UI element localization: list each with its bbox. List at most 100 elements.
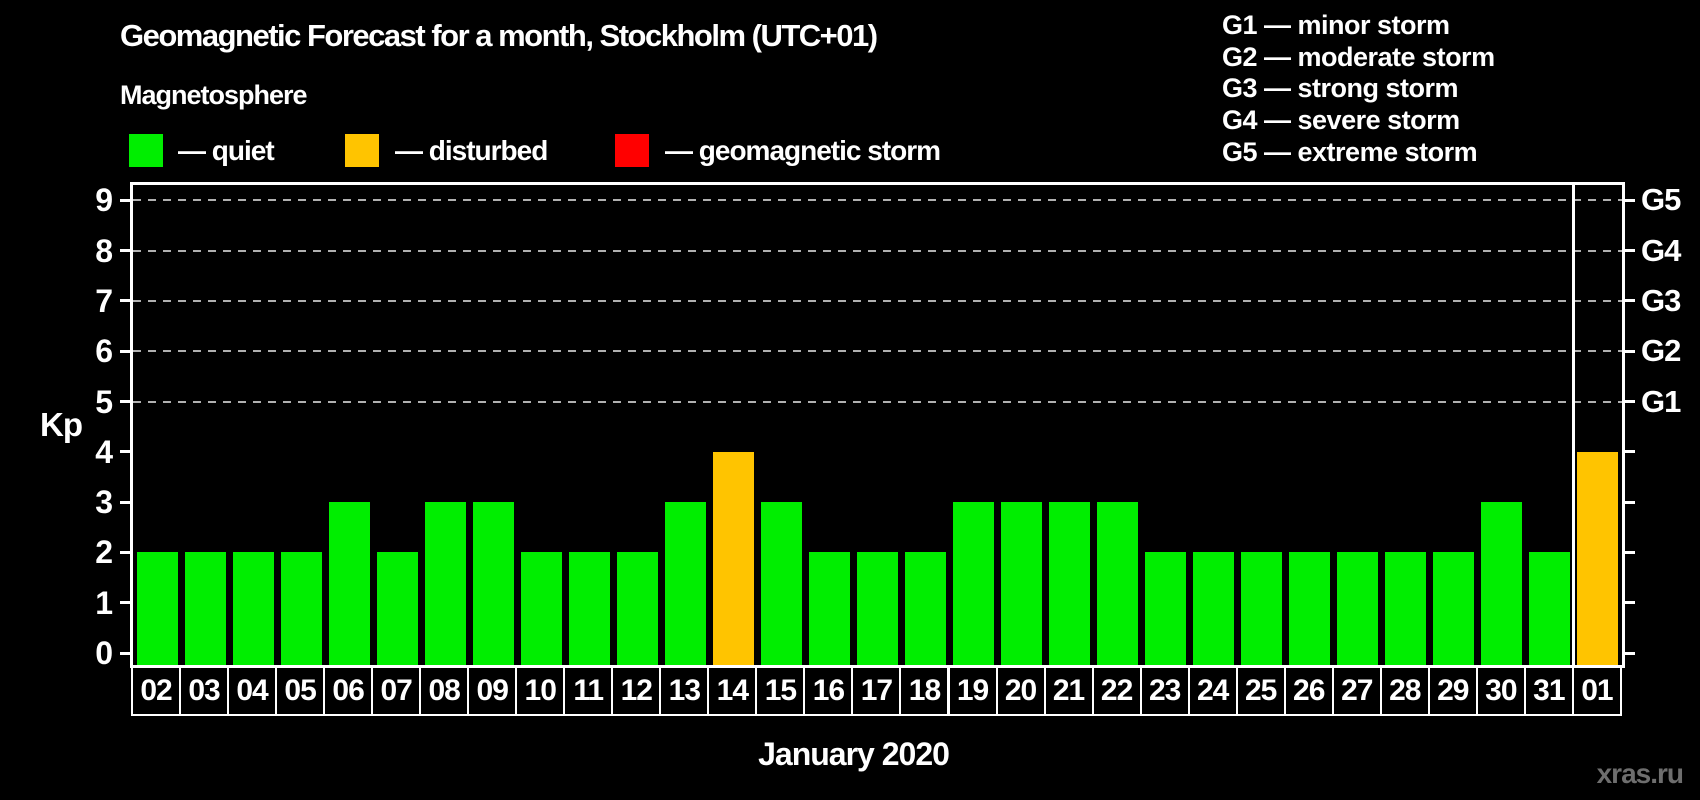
day-label-cell: 06 [323,666,374,716]
right-tick-kp3 [1622,500,1635,504]
kp-bar-day-01 [1577,451,1619,665]
day-label-cell: 27 [1331,666,1382,716]
right-tick-kp0 [1622,651,1635,655]
day-label-cell: 15 [755,666,806,716]
day-label-cell: 02 [131,666,181,716]
day-label-cell: 13 [659,666,710,716]
day-label-cell: 17 [851,666,902,716]
kp-bar-day-10 [520,552,562,665]
kp-bar-day-29 [1433,552,1475,665]
gridline-kp5 [133,400,1622,403]
kp-bar-day-17 [856,552,898,665]
right-tick-kp6 [1622,349,1635,353]
left-tick-kp8 [120,249,133,253]
kp-bar-day-21 [1049,502,1091,665]
kp-bar-day-28 [1385,552,1427,665]
kp-bar-day-24 [1193,552,1235,665]
g3-legend-line: G3 — strong storm [1222,73,1459,104]
right-tick-kp8 [1622,249,1635,253]
y-axis-label-kp5: 5 [95,383,113,420]
kp-bar-day-09 [472,502,514,665]
y-axis-label-kp9: 9 [95,182,113,219]
day-label-cell: 23 [1139,666,1190,716]
y-axis-label-kp1: 1 [95,584,113,621]
kp-bar-day-16 [808,552,850,665]
disturbed-legend-label: — disturbed [395,135,548,166]
day-label-cell: 21 [1043,666,1094,716]
day-label-cell: 20 [995,666,1046,716]
kp-bar-day-25 [1241,552,1283,665]
day-label-cell: 14 [707,666,758,716]
disturbed-legend-swatch [345,134,379,167]
y-axis-label-kp2: 2 [95,534,113,571]
day-label-cell: 25 [1235,666,1286,716]
day-label-cell: 01 [1571,666,1622,716]
gridline-kp9 [133,199,1622,202]
quiet-legend-swatch [129,134,163,167]
kp-bar-day-04 [232,552,274,665]
left-tick-kp0 [120,651,133,655]
day-label-cell: 22 [1091,666,1142,716]
kp-bar-day-15 [760,502,802,665]
left-tick-kp9 [120,198,133,202]
kp-bar-day-26 [1289,552,1331,665]
day-label-cell: 10 [515,666,566,716]
y-axis-label-kp8: 8 [95,232,113,269]
right-axis-label-g3: G3 [1641,282,1681,318]
watermark: xras.ru [1596,758,1684,789]
g2-legend-line: G2 — moderate storm [1222,41,1495,72]
kp-bar-day-31 [1529,552,1571,665]
kp-bar-day-27 [1337,552,1379,665]
gridline-kp7 [133,299,1622,302]
storm-legend-swatch [615,134,649,167]
right-tick-kp1 [1622,601,1635,605]
day-label-cell: 24 [1187,666,1238,716]
day-label-cell: 18 [899,666,950,716]
day-label-cell: 05 [275,666,326,716]
kp-bar-day-08 [424,502,466,665]
kp-bar-day-14 [712,451,754,665]
right-axis-label-g4: G4 [1641,232,1681,268]
kp-bar-day-13 [664,502,706,665]
left-tick-kp7 [120,299,133,303]
y-axis-label-kp7: 7 [95,282,113,319]
right-tick-kp7 [1622,299,1635,303]
right-axis-label-g5: G5 [1641,182,1681,218]
right-axis-label-g1: G1 [1641,383,1681,419]
y-axis-label-kp4: 4 [95,433,113,470]
storm-legend-label: — geomagnetic storm [665,135,941,166]
day-label-cell: 04 [227,666,278,716]
kp-bar-day-05 [280,552,322,665]
kp-bar-day-06 [328,502,370,665]
left-tick-kp4 [120,450,133,454]
right-tick-kp2 [1622,550,1635,554]
g-scale-legend: G1 — minor storm G2 — moderate storm G3 … [1222,10,1495,169]
gridline-kp8 [133,249,1622,252]
right-tick-kp4 [1622,450,1635,454]
right-axis-label-g2: G2 [1641,333,1681,369]
left-tick-kp3 [120,500,133,504]
y-axis-label-kp0: 0 [95,635,113,671]
day-label-cell: 09 [467,666,518,716]
day-label-cell: 26 [1283,666,1334,716]
day-label-cell: 11 [563,666,614,716]
g1-legend-line: G1 — minor storm [1222,10,1450,40]
plot-frame [130,182,1625,668]
kp-bar-day-11 [568,552,610,665]
kp-bar-day-03 [184,552,226,665]
g4-legend-line: G4 — severe storm [1222,105,1460,136]
day-label-cell: 19 [947,666,998,716]
magnetosphere-label: Magnetosphere [120,80,308,110]
day-label-cell: 12 [611,666,662,716]
kp-bar-day-02 [136,552,178,665]
day-label-cell: 08 [419,666,470,716]
right-tick-kp5 [1622,400,1635,403]
month-label: January 2020 [758,736,950,772]
day-label-cell: 03 [179,666,230,716]
left-tick-kp5 [120,400,133,403]
day-label-cell: 29 [1427,666,1478,716]
kp-bar-day-07 [376,552,418,665]
kp-bar-day-23 [1145,552,1187,665]
kp-bar-day-12 [616,552,658,665]
